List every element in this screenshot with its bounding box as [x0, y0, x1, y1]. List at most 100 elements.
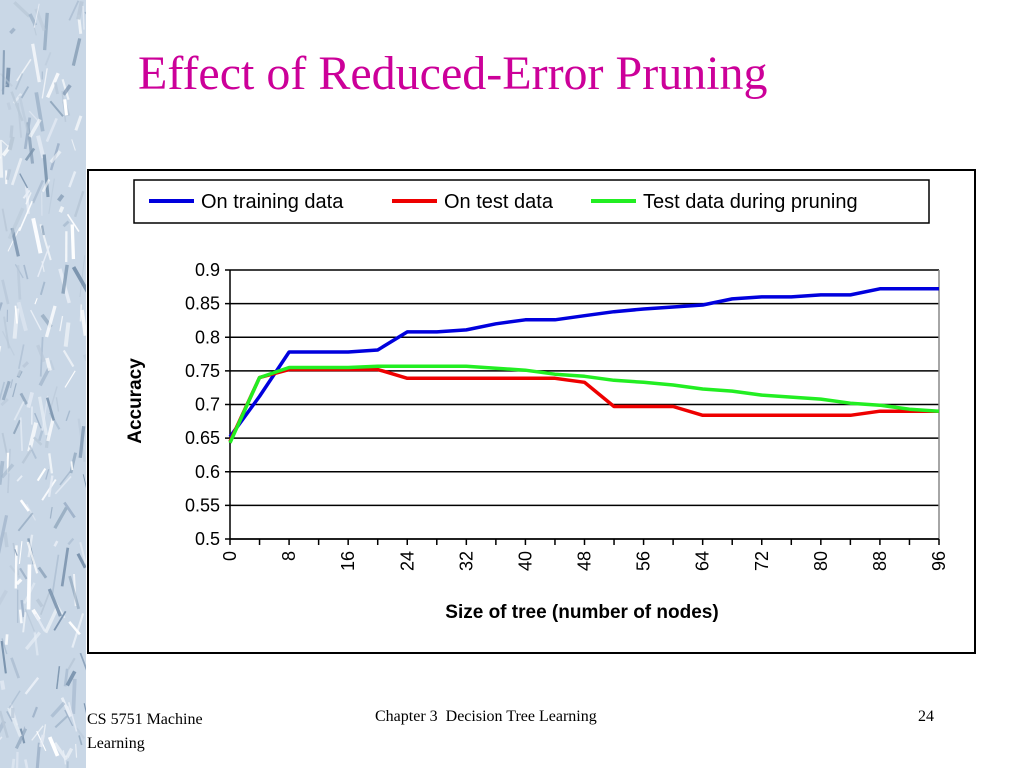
marble-streak: [49, 506, 53, 519]
marble-streak: [78, 735, 83, 746]
marble-streak: [78, 426, 86, 459]
marble-streak: [79, 652, 86, 671]
marble-streak: [55, 397, 60, 412]
marble-streak: [0, 463, 15, 479]
marble-streak: [82, 474, 86, 489]
marble-streak: [0, 139, 4, 178]
y-tick-label: 0.75: [185, 361, 220, 381]
marble-streak: [61, 264, 69, 294]
marble-streak: [45, 397, 56, 421]
x-axis-label: Size of tree (number of nodes): [445, 602, 718, 623]
marble-streak: [50, 701, 66, 718]
marble-streak: [74, 115, 83, 131]
marble-streak: [25, 192, 32, 205]
marble-streak: [26, 541, 39, 574]
decorative-side-strip: [0, 0, 86, 768]
marble-streak: [1, 330, 15, 356]
marble-streak: [0, 736, 3, 741]
marble-streak: [10, 657, 21, 679]
marble-streak: [36, 468, 47, 482]
marble-streak: [65, 410, 71, 422]
marble-streak: [75, 743, 78, 758]
marble-streak: [53, 506, 68, 530]
x-tick-label: 96: [929, 551, 949, 571]
marble-streak: [44, 607, 59, 634]
marble-streak: [21, 449, 32, 464]
x-tick-label: 24: [397, 551, 417, 571]
marble-streak: [79, 542, 86, 564]
marble-streak: [0, 381, 6, 402]
marble-streak: [68, 0, 80, 21]
marble-streak: [79, 255, 86, 298]
marble-streak: [24, 759, 29, 768]
marble-streak: [44, 305, 57, 338]
marble-streak: [1, 638, 8, 655]
marble-streak: [19, 499, 30, 512]
marble-streak: [64, 370, 76, 388]
marble-streak: [5, 168, 12, 181]
marble-streak: [0, 680, 6, 690]
marble-streak: [59, 471, 71, 486]
series-line: [228, 364, 940, 444]
marble-streak: [82, 354, 86, 362]
y-tick-label: 0.85: [185, 294, 220, 314]
grid: [230, 269, 939, 540]
marble-streak: [35, 742, 41, 768]
marble-streak: [59, 315, 64, 332]
marble-streak: [16, 475, 23, 482]
marble-streak: [36, 135, 46, 159]
marble-streak: [54, 715, 69, 729]
marble-streak: [26, 391, 34, 409]
marble-streak: [1, 139, 10, 148]
marble-streak: [56, 666, 61, 690]
marble-streak: [34, 92, 45, 132]
marble-streak: [63, 322, 71, 347]
slide-title: Effect of Reduced-Error Pruning: [138, 47, 768, 100]
marble-streak: [47, 588, 62, 617]
marble-streak: [18, 609, 23, 624]
marble-streak: [45, 117, 58, 143]
marble-streak: [16, 301, 28, 332]
marble-streak: [1, 279, 10, 305]
marble-streak: [28, 13, 38, 27]
marble-streak: [75, 727, 86, 740]
y-tick-label: 0.65: [185, 428, 220, 448]
marble-streak: [18, 200, 33, 232]
marble-streak: [22, 361, 30, 369]
marble-streak: [12, 308, 20, 339]
marble-streak: [49, 100, 64, 117]
marble-streak: [7, 136, 15, 151]
marble-streak: [16, 58, 32, 82]
marble-streak: [0, 302, 3, 312]
marble-streak: [48, 453, 54, 474]
marble-streak: [28, 444, 37, 459]
marble-streak: [9, 27, 16, 35]
marble-streak: [8, 690, 21, 709]
y-axis-label: Accuracy: [125, 358, 146, 444]
marble-streak: [51, 554, 60, 595]
marble-streak: [41, 395, 49, 431]
marble-streak: [0, 720, 7, 734]
marble-streak: [16, 369, 22, 377]
marble-streak: [2, 50, 5, 95]
marble-streak: [63, 99, 69, 116]
y-tick-label: 0.7: [195, 395, 220, 415]
marble-streak: [53, 540, 59, 547]
line-chart: On training data On test data Test data du…: [125, 179, 949, 623]
marble-streak: [31, 180, 45, 204]
marble-streak: [49, 359, 55, 371]
marble-streak: [45, 357, 52, 371]
marble-streak: [65, 747, 74, 759]
x-tick-label: 16: [338, 551, 358, 571]
series-line: [228, 367, 939, 443]
marble-streak: [64, 709, 74, 727]
marble-streak: [12, 419, 21, 435]
marble-streak: [67, 657, 76, 670]
marble-streak: [10, 91, 24, 122]
marble-streak: [20, 86, 30, 99]
marble-streak: [73, 190, 85, 218]
marble-streak: [54, 475, 72, 495]
marble-texture: [0, 0, 86, 768]
marble-streak: [0, 398, 9, 407]
marble-streak: [34, 412, 42, 429]
